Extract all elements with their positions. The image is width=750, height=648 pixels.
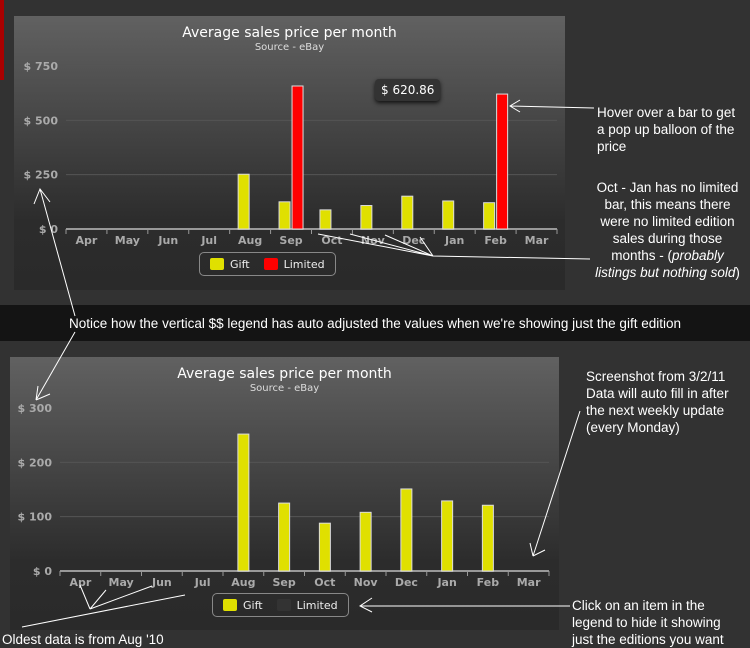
x-tick-label: Jan	[444, 234, 464, 247]
price-tooltip: $ 620.86	[375, 79, 441, 101]
x-tick-label: Jan	[436, 576, 456, 589]
note-screenshot: Screenshot from 3/2/11 Data will auto fi…	[586, 369, 729, 435]
bar-gift	[360, 205, 373, 230]
chart-legend: Gift Limited	[199, 252, 336, 276]
note-oldest: Oldest data is from Aug '10	[2, 632, 164, 647]
legend-swatch	[263, 258, 278, 270]
note-legend-click: Click on an item in the legend to hide i…	[572, 598, 724, 647]
bar-gift	[483, 202, 496, 230]
x-tick-label: Feb	[477, 576, 500, 589]
note-text: )	[735, 265, 740, 280]
x-tick-label: Oct	[314, 576, 335, 589]
x-tick-label: May	[115, 234, 140, 247]
bar-limited	[291, 85, 304, 230]
bar-gift	[441, 500, 454, 572]
bar-gift	[359, 511, 372, 572]
bar-gift	[237, 433, 250, 572]
red-accent-bar	[0, 0, 4, 80]
legend-label: Limited	[283, 257, 325, 271]
bar-gift	[318, 522, 331, 572]
x-tick-label: Jul	[200, 234, 217, 247]
x-tick-label: Nov	[361, 234, 386, 247]
x-tick-label: Apr	[76, 234, 98, 247]
x-tick-label: Jun	[157, 234, 178, 247]
x-tick-label: Sep	[279, 234, 302, 247]
chart-subtitle: Source - eBay	[254, 42, 325, 53]
x-tick-label: Dec	[402, 234, 425, 247]
x-tick-label: Feb	[484, 234, 507, 247]
legend-item-limited[interactable]: Limited	[263, 257, 325, 271]
chart-title: Average sales price per month	[177, 366, 392, 382]
x-tick-label: Dec	[395, 576, 418, 589]
bar-gift	[400, 488, 413, 572]
chart-legend: Gift Limited	[212, 593, 349, 617]
chart-plot: $ 0 $ 100 $ 200 $ 300 Apr May Jun Jul Aug Sep Oct N…	[18, 402, 550, 589]
chart-plot: $ 0 $ 250 $ 500 $ 750 Apr May Jun Jul Aug Sep Oct N…	[24, 60, 558, 247]
x-tick-label: Nov	[354, 576, 379, 589]
bar-gift	[442, 200, 455, 230]
x-tick-label: Oct	[321, 234, 342, 247]
bar-gift	[401, 195, 414, 230]
x-tick-label: Aug	[238, 234, 262, 247]
y-tick-label: $ 100	[18, 511, 53, 524]
chart-panel-bottom: Average sales price per month Source - e…	[10, 357, 559, 630]
legend-label: Gift	[230, 257, 250, 271]
x-tick-label: Apr	[69, 576, 91, 589]
x-tick-label: Jul	[194, 576, 211, 589]
note-no-limited: Oct - Jan has no limited bar, this means…	[590, 179, 745, 281]
y-tick-label: $ 750	[24, 60, 59, 73]
y-tick-label: $ 0	[33, 565, 52, 578]
legend-item-gift[interactable]: Gift	[210, 258, 250, 271]
note-italic: probably listings but nothing sold	[595, 248, 736, 280]
bar-gift	[481, 504, 494, 572]
bar-gift	[319, 209, 332, 230]
legend-item-gift[interactable]: Gift	[223, 599, 263, 612]
y-tick-label: $ 0	[39, 223, 58, 236]
y-tick-label: $ 200	[18, 456, 53, 469]
bar-gift	[237, 173, 250, 230]
note-text: Oct - Jan has no limited bar, this means…	[596, 180, 739, 263]
y-tick-label: $ 250	[24, 169, 59, 182]
bar-limited	[496, 93, 509, 230]
note-hover: Hover over a bar to get a pop up balloon…	[597, 105, 736, 154]
banner-note: Notice how the vertical $$ legend has au…	[0, 305, 750, 341]
legend-swatch	[210, 258, 224, 270]
chart-panel-top: Average sales price per month Source - e…	[14, 16, 565, 290]
legend-swatch	[276, 599, 291, 611]
legend-label: Gift	[243, 598, 263, 612]
x-tick-label: Aug	[231, 576, 255, 589]
x-tick-label: Sep	[272, 576, 295, 589]
legend-label: Limited	[296, 598, 338, 612]
bar-gift	[278, 502, 291, 572]
x-tick-label: Mar	[517, 576, 541, 589]
bar-gift	[278, 201, 291, 230]
y-tick-label: $ 500	[24, 114, 59, 127]
y-tick-label: $ 300	[18, 402, 53, 415]
chart-subtitle: Source - eBay	[249, 383, 320, 394]
legend-swatch	[223, 599, 237, 611]
legend-item-limited[interactable]: Limited	[276, 598, 338, 612]
chart-title: Average sales price per month	[182, 25, 397, 41]
x-tick-label: Mar	[525, 234, 549, 247]
x-tick-label: May	[109, 576, 134, 589]
x-tick-label: Jun	[151, 576, 172, 589]
